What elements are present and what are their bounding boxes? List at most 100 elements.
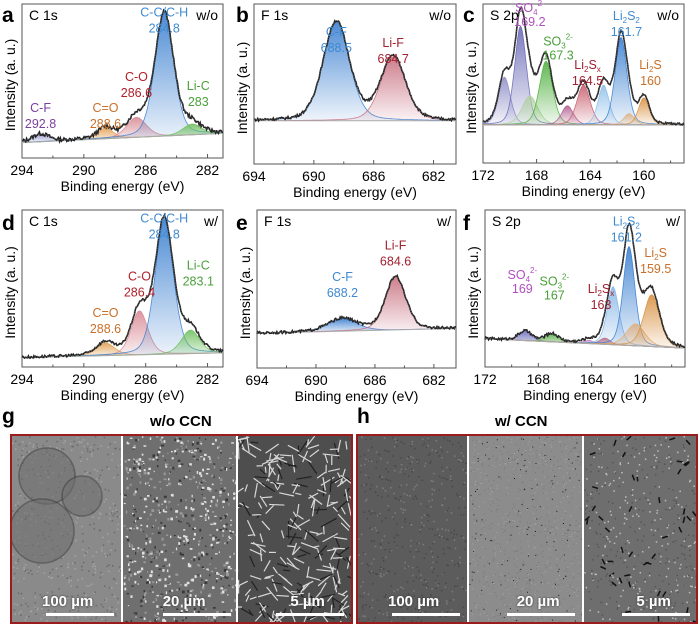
axis-frame	[256, 209, 457, 369]
scale-label: 20 µm	[516, 593, 560, 610]
scale-bar	[506, 613, 575, 616]
x-tick-label: 690	[302, 168, 326, 184]
peak-fill-li-c	[22, 124, 223, 143]
fit-envelope	[22, 215, 223, 358]
peak-fill-c-c-c-h	[22, 219, 223, 358]
peak-label-li2s2: Li2S2 161.7	[611, 9, 642, 39]
sem-title-h: w/ CCN	[495, 413, 548, 430]
peak-label-so3-2-: SO32-167.3	[542, 32, 573, 62]
scale-label: 5 µm	[636, 593, 671, 610]
sem-image-g-100um: 100 µm	[12, 436, 121, 622]
y-axis-label: Intensity (a. u.)	[237, 247, 253, 340]
y-axis-label: Intensity (a. u.)	[463, 41, 479, 134]
peak-label-c-o: C-O 286.4	[124, 270, 155, 300]
peak-label-c-o: C=O 288.6	[90, 101, 121, 131]
peak-label-c-f: C-F 292.8	[25, 101, 56, 131]
peak-label-li-f: Li-F 684.7	[378, 36, 409, 66]
raw-spectrum	[21, 8, 224, 145]
x-tick-label: 682	[422, 372, 446, 388]
sem-image-h-5um: 5 µm	[582, 436, 696, 622]
sem-texture	[12, 436, 121, 622]
scale-label: 20 µm	[162, 593, 206, 610]
sem-image-g-5um: 5 µm	[236, 436, 351, 622]
axis-frame	[484, 209, 686, 368]
scale-bar	[622, 613, 691, 616]
raw-spectrum	[482, 6, 685, 126]
peak-fill-so4-2-	[483, 26, 684, 125]
condition-label: w/	[665, 213, 680, 229]
x-axis-label: Binding energy (eV)	[61, 387, 185, 403]
raw-spectrum	[484, 222, 686, 349]
x-tick-label: 694	[245, 372, 269, 388]
scale-label: 100 µm	[388, 593, 440, 610]
x-tick-label: 172	[473, 371, 497, 387]
background-line	[21, 132, 224, 144]
x-axis-label: Binding energy (eV)	[295, 388, 419, 404]
sem-texture	[238, 436, 351, 622]
core-level-title: C 1s	[29, 213, 58, 229]
panel-letter-f: f	[463, 212, 471, 235]
peak-label-c-o: C=O 288.6	[90, 306, 121, 336]
x-axis-label: Binding energy (eV)	[293, 184, 417, 200]
axis-frame	[253, 3, 457, 165]
peak-fill-li2sx	[483, 85, 684, 125]
peak-fill-li-c	[22, 330, 223, 358]
scale-bar	[162, 613, 231, 616]
sem-title-g: w/o CCN	[150, 413, 212, 430]
peak-label-li2s: Li2S 160	[639, 58, 662, 88]
panel-letter-a: a	[2, 4, 14, 27]
x-tick-label: 686	[363, 372, 387, 388]
x-tick-label: 290	[72, 371, 96, 387]
x-tick-label: 294	[10, 162, 34, 178]
x-tick-label: 286	[134, 162, 158, 178]
sem-image-g-20um: 20 µm	[120, 436, 237, 622]
peak-label-li-c: Li-C 283.1	[183, 259, 214, 289]
scale-label: 100 µm	[42, 593, 94, 610]
x-axis-label: Binding energy (eV)	[522, 183, 646, 199]
peak-fill-li2s	[483, 97, 684, 125]
fit-envelope	[484, 222, 686, 347]
scale-bar	[46, 613, 114, 616]
xps-panel-a: 294 290 286 282 Binding energy (eV) Intensity…	[2, 3, 224, 194]
axis-frame	[21, 209, 224, 368]
panel-letter-h: h	[357, 405, 370, 428]
axis-frame	[21, 3, 224, 159]
peak-label-c-o: C-O 286.6	[121, 70, 152, 100]
core-level-title: S 2p	[492, 213, 521, 229]
peak-label-c-c-c-h: C-C/C-H 284.8	[140, 5, 188, 35]
xps-figure: 294 290 286 282 Binding energy (eV) Intensity…	[2, 0, 686, 404]
condition-label: w/o	[195, 7, 218, 23]
sem-texture	[122, 436, 237, 622]
x-tick-label: 282	[196, 371, 220, 387]
xps-panel-d: 294 290 286 282 Binding energy (eV) Intensity…	[2, 209, 224, 403]
sem-frame-h: 100 µm 20 µm 5 µm	[356, 434, 698, 624]
peak-label-li-c: Li-C 283	[187, 79, 210, 109]
peak-fill-li2s2	[485, 246, 685, 349]
x-tick-label: 690	[304, 372, 328, 388]
sem-image-h-100um: 100 µm	[358, 436, 467, 622]
y-axis-label: Intensity (a. u.)	[2, 39, 18, 132]
core-level-title: C 1s	[29, 7, 58, 23]
peak-label-so3-2-: SO32-167	[540, 272, 570, 302]
sem-frame-g: 100 µm 20 µm 5 µm	[10, 434, 353, 624]
y-axis-label: Intensity (a. u.)	[234, 42, 250, 135]
x-axis-label: Binding energy (eV)	[523, 387, 647, 403]
panel-letter-g: g	[2, 405, 15, 428]
panel-letter-d: d	[2, 212, 15, 235]
sem-texture	[468, 436, 583, 622]
scale-label: 5 µm	[290, 593, 325, 610]
x-tick-label: 682	[422, 168, 446, 184]
peak-fill-c-c-c-h	[22, 12, 223, 143]
peak-fill-li2s	[485, 294, 685, 349]
x-tick-label: 282	[196, 162, 220, 178]
core-level-title: F 1s	[261, 7, 288, 23]
panel-letter-b: b	[236, 4, 249, 27]
condition-label: w/o	[656, 7, 679, 23]
axis-frame	[482, 3, 685, 164]
x-tick-label: 286	[134, 371, 158, 387]
peak-fill-c-f	[254, 21, 456, 121]
y-axis-label: Intensity (a. u.)	[2, 246, 18, 339]
peak-fill-li-f	[254, 56, 456, 121]
